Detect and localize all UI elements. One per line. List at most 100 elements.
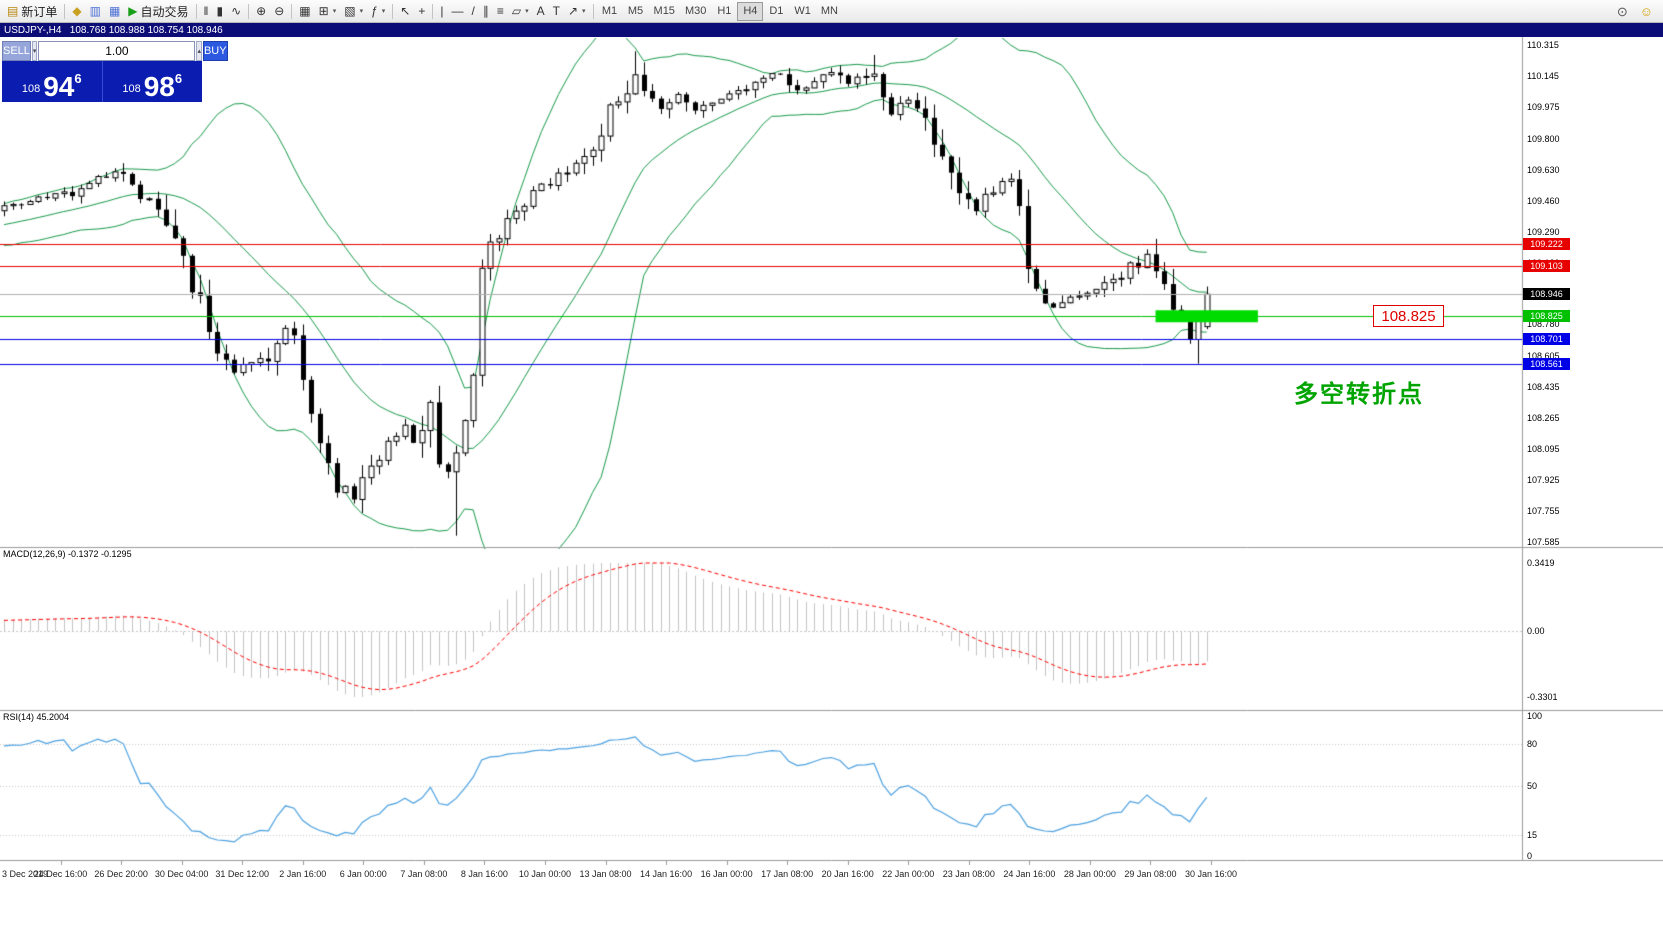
zoom-in-button[interactable]: ⊕ (252, 2, 270, 21)
chevron-down-icon: ▾ (582, 8, 586, 15)
data-window-button[interactable]: ▥ (86, 2, 105, 21)
trade-buttons-row: SELL ▾ ▴ BUY (2, 41, 228, 61)
trendline-button[interactable]: / (467, 2, 478, 21)
timeframe-d1[interactable]: D1 (763, 2, 789, 21)
label-icon: T (552, 4, 560, 18)
label-button[interactable]: T (549, 2, 564, 21)
timeframe-m30[interactable]: M30 (680, 2, 711, 21)
new-order-icon: ▤ (7, 4, 19, 18)
cursor-icon: ↖ (400, 4, 411, 18)
chevron-down-icon: ▾ (332, 8, 337, 15)
timeframe-group: M1 M5 M15 M30 H1 H4 D1 W1 MN (597, 1, 843, 21)
shapes-icon: ▱ (511, 4, 522, 18)
crosshair-button[interactable]: + (414, 2, 429, 21)
line-chart-button[interactable]: ∿ (227, 2, 245, 21)
cursor-button[interactable]: ↖ (396, 2, 414, 21)
timeframe-h1[interactable]: H1 (711, 2, 737, 21)
candlestick-chart-icon: ▮ (216, 4, 224, 18)
toolbar-main-group: ▤ 新订单 ◆ ▥ ▦ ▶ 自动交易 ‖ ▮ ∿ ⊕ ⊖ ▦ ⊞ ▾ ▧ ▾ ƒ ▾ ↖ + | — / ∥ ≡ ▱ ▾ A T ↗ ▾ (3, 2, 590, 21)
toolbar-separator (392, 3, 394, 19)
arrows-icon: ↗ (567, 4, 579, 18)
horizontal-line-button[interactable]: — (447, 2, 467, 21)
timeframe-h4[interactable]: H4 (737, 1, 764, 21)
bar-chart-button[interactable]: ‖ (200, 2, 213, 21)
zoom-in-icon: ⊕ (256, 4, 267, 18)
bid-ask-divider (101, 61, 103, 102)
bid-ask-display: 108 94 6 108 98 6 (2, 61, 202, 102)
fibonacci-icon: ≡ (496, 4, 504, 18)
bar-chart-icon: ‖ (203, 4, 209, 18)
trendline-icon: / (471, 4, 475, 18)
ask-price-sup: 6 (174, 71, 183, 86)
autotrading-icon: ▶ (128, 4, 138, 18)
search-icon: ⊙ (1616, 4, 1628, 19)
tile-windows-button[interactable]: ▦ (295, 2, 314, 21)
buy-button[interactable]: BUY (202, 41, 228, 61)
new-chart-icon: ⊞ (318, 4, 329, 18)
indicators-icon: ƒ (371, 4, 378, 18)
candlestick-chart-button[interactable]: ▮ (213, 2, 228, 21)
bid-price-big: 94 (43, 70, 75, 102)
volume-up-button[interactable]: ▴ (196, 41, 202, 61)
toolbar-right-group: ⊙ ☺ (1613, 0, 1657, 23)
chevron-down-icon: ▾ (359, 8, 364, 15)
chart-title: USDJPY-,H4 108.768 108.988 108.754 108.9… (4, 24, 223, 36)
channel-icon: ∥ (482, 4, 489, 18)
text-button[interactable]: A (533, 2, 549, 21)
new-order-button-label: 新订单 (21, 4, 58, 19)
shapes-button[interactable]: ▱ ▾ (508, 2, 533, 21)
bid-price-sup: 6 (74, 71, 82, 86)
toolbar-separator (248, 3, 250, 19)
toolbar-separator (195, 3, 197, 19)
sell-button[interactable]: SELL (2, 41, 31, 61)
toolbar-separator (64, 3, 66, 19)
timeframe-w1[interactable]: W1 (789, 2, 816, 21)
terminal-button[interactable]: ▦ (105, 2, 124, 21)
new-order-button[interactable]: ▤ 新订单 (3, 2, 61, 21)
indicators-button[interactable]: ƒ ▾ (367, 2, 389, 21)
one-click-trade-panel: SELL ▾ ▴ BUY 108 94 6 108 98 6 (2, 41, 228, 102)
autotrading-button-label: 自动交易 (140, 4, 189, 19)
zoom-out-button[interactable]: ⊖ (270, 2, 288, 21)
volume-input[interactable] (38, 41, 196, 61)
new-chart-button[interactable]: ⊞ ▾ (315, 2, 341, 21)
toolbar-separator (592, 3, 594, 19)
vertical-line-icon: | (440, 4, 444, 18)
crosshair-icon: + (418, 4, 426, 18)
arrows-button[interactable]: ↗ ▾ (564, 2, 590, 21)
toolbar-separator (291, 3, 293, 19)
ask-price-prefix: 108 (122, 83, 141, 95)
zoom-out-icon: ⊖ (274, 4, 285, 18)
tile-windows-icon: ▦ (299, 4, 311, 18)
vertical-line-button[interactable]: | (436, 2, 447, 21)
chevron-down-icon: ▾ (525, 8, 529, 15)
terminal-icon: ▦ (108, 4, 121, 18)
fibonacci-button[interactable]: ≡ (493, 2, 508, 21)
community-button[interactable]: ☺ (1636, 2, 1657, 21)
profiles-button[interactable]: ▧ ▾ (340, 2, 367, 21)
chevron-down-icon: ▾ (381, 8, 386, 15)
toolbar: ▤ 新订单 ◆ ▥ ▦ ▶ 自动交易 ‖ ▮ ∿ ⊕ ⊖ ▦ ⊞ ▾ ▧ ▾ ƒ ▾ ↖ + | — / ∥ ≡ ▱ ▾ A T ↗ ▾ M1… (0, 0, 1663, 23)
data-window-icon: ▥ (89, 4, 101, 18)
text-icon: A (536, 4, 545, 18)
ask-price-big: 98 (143, 70, 175, 102)
profiles-icon: ▧ (344, 4, 356, 18)
ask-price[interactable]: 108 98 6 (103, 61, 203, 102)
timeframe-m1[interactable]: M1 (597, 2, 623, 21)
autotrading-button[interactable]: ▶ 自动交易 (124, 2, 192, 21)
search-button[interactable]: ⊙ (1613, 2, 1632, 21)
toolbar-separator (432, 3, 434, 19)
market-watch-icon: ◆ (72, 4, 82, 18)
market-watch-button[interactable]: ◆ (68, 2, 85, 21)
bid-price[interactable]: 108 94 6 (2, 61, 102, 102)
community-icon: ☺ (1639, 4, 1653, 19)
horizontal-line-icon: — (451, 4, 464, 18)
timeframe-m15[interactable]: M15 (649, 2, 680, 21)
timeframe-mn[interactable]: MN (816, 2, 843, 21)
chart-title-bar: USDJPY-,H4 108.768 108.988 108.754 108.9… (0, 23, 1663, 37)
timeframe-m5[interactable]: M5 (623, 2, 649, 21)
bid-price-prefix: 108 (21, 83, 41, 95)
channel-button[interactable]: ∥ (479, 2, 493, 21)
volume-down-button[interactable]: ▾ (31, 41, 38, 61)
